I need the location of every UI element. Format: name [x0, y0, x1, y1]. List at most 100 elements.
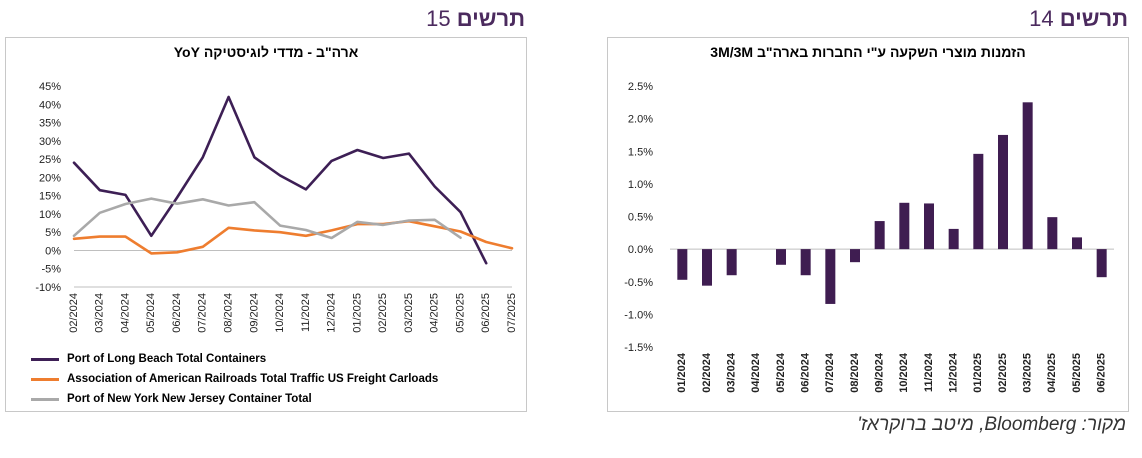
source-note: מקור: Bloomberg, מיטב ברוקראז' — [857, 414, 1126, 435]
y-tick-label: -1.0% — [624, 309, 653, 321]
x-tick-label: 04/2024 — [750, 352, 762, 393]
legend-label-ny-nj: Port of New York New Jersey Container To… — [67, 393, 312, 405]
x-tick-label: 06/2024 — [800, 352, 812, 393]
x-tick-label: 11/2024 — [300, 293, 312, 332]
investment-orders-bar-chart-panel: הזמנות מוצרי השקעה ע"י החברות בארה"ב 3M/… — [607, 37, 1129, 412]
figure-15-label-word: תרשים — [456, 6, 525, 31]
x-tick-label: 07/2025 — [506, 293, 518, 333]
x-tick-label: 11/2024 — [923, 352, 935, 392]
x-tick-label: 01/2025 — [351, 293, 363, 333]
x-tick-label: 09/2024 — [248, 293, 260, 333]
x-tick-label: 06/2025 — [480, 293, 492, 333]
figure-15-header: תרשים 15 — [426, 6, 525, 32]
bar — [825, 249, 836, 304]
legend-label-railroads: Association of American Railroads Total … — [67, 373, 439, 385]
bar — [973, 153, 984, 250]
x-tick-label: 03/2025 — [1022, 353, 1034, 393]
figure-15-label-number: 15 — [426, 6, 451, 31]
y-tick-label: -10% — [35, 282, 61, 294]
y-tick-label: 30% — [39, 136, 61, 148]
bar — [899, 202, 910, 250]
bar-chart-title: הזמנות מוצרי השקעה ע"י החברות בארה"ב 3M/… — [710, 44, 1026, 60]
bar — [998, 134, 1008, 250]
x-tick-label: 09/2024 — [874, 352, 886, 393]
y-tick-label: 40% — [39, 99, 61, 111]
bar-chart-plot: 2.5% 2.0% 1.5% 1.0% 0.5% 0.0% -0.5% -1.0% -1.5% 0… — [624, 81, 1114, 393]
series-line-2 — [72, 197, 462, 240]
x-tick-label: 06/2024 — [171, 293, 183, 333]
y-tick-label: 20% — [39, 172, 61, 184]
x-tick-label: 10/2024 — [274, 293, 286, 333]
y-tick-label: 0.5% — [628, 212, 653, 224]
x-tick-label: 06/2025 — [1096, 353, 1108, 393]
x-tick-label: 10/2024 — [898, 352, 910, 393]
bar — [776, 249, 786, 265]
figure-14-label-number: 14 — [1029, 6, 1054, 31]
logistics-line-chart-panel: ארה"ב - מדדי לוגיסטיקה YoY 45% 40% 35% 30% 2… — [5, 37, 527, 412]
bar — [726, 249, 737, 276]
x-tick-label: 05/2024 — [145, 293, 157, 333]
legend-item-long-beach: Port of Long Beach Total Containers — [31, 349, 438, 369]
x-tick-label: 04/2024 — [119, 293, 131, 333]
y-tick-label: 35% — [39, 118, 61, 130]
bar — [800, 249, 811, 276]
y-tick-label: 1.0% — [628, 179, 653, 191]
y-tick-label: 45% — [39, 81, 61, 93]
x-tick-label: 08/2024 — [849, 352, 861, 393]
x-tick-label: 01/2025 — [972, 353, 984, 393]
x-tick-label: 07/2024 — [197, 293, 209, 333]
figure-14-label-word: תרשים — [1059, 6, 1128, 31]
legend-label-long-beach: Port of Long Beach Total Containers — [67, 353, 267, 365]
x-tick-label: 03/2024 — [726, 352, 738, 393]
legend-item-railroads: Association of American Railroads Total … — [31, 369, 438, 389]
line-chart-legend: Port of Long Beach Total Containers Asso… — [31, 349, 438, 409]
y-tick-label: -1.5% — [624, 342, 653, 354]
y-tick-label: 10% — [39, 209, 61, 221]
x-tick-label: 02/2024 — [68, 293, 80, 333]
y-tick-label: 1.5% — [628, 146, 653, 158]
legend-swatch-ny-nj — [31, 397, 59, 401]
bar — [677, 249, 688, 280]
bar — [1096, 249, 1107, 278]
x-tick-label: 12/2024 — [948, 352, 960, 393]
x-tick-label: 04/2025 — [1046, 353, 1058, 393]
x-tick-label: 12/2024 — [326, 293, 338, 333]
x-tick-label: 05/2024 — [775, 352, 787, 393]
x-tick-label: 02/2025 — [997, 353, 1009, 393]
x-tick-label: 03/2024 — [94, 293, 106, 333]
x-tick-label: 08/2024 — [222, 293, 234, 333]
series-line-0 — [72, 95, 488, 265]
bar — [1072, 237, 1082, 250]
y-tick-label: 0.0% — [628, 244, 653, 256]
bar — [1047, 217, 1058, 250]
line-chart-title: ארה"ב - מדדי לוגיסטיקה YoY — [173, 44, 359, 60]
x-tick-label: 04/2025 — [429, 293, 441, 333]
y-tick-label: -0.5% — [624, 277, 653, 289]
series-line-1 — [72, 219, 514, 255]
x-tick-label: 05/2025 — [454, 293, 466, 333]
bar — [874, 221, 885, 250]
y-tick-label: 5% — [45, 227, 61, 239]
bar — [924, 203, 934, 250]
y-tick-label: 25% — [39, 154, 61, 166]
y-tick-label: -5% — [41, 264, 61, 276]
bar — [948, 228, 959, 250]
x-tick-label: 07/2024 — [824, 352, 836, 393]
x-tick-label: 01/2024 — [676, 352, 688, 393]
line-chart-plot: 45% 40% 35% 30% 25% 20% 15% 10% 5% 0% -5% -10% 02/20… — [35, 81, 518, 333]
figure-14-header: תרשים 14 — [1029, 6, 1128, 32]
y-tick-label: 0% — [45, 245, 61, 257]
legend-item-ny-nj: Port of New York New Jersey Container To… — [31, 389, 438, 409]
x-tick-label: 02/2025 — [377, 293, 389, 333]
x-tick-label: 05/2025 — [1071, 353, 1083, 393]
y-tick-label: 15% — [39, 191, 61, 203]
x-tick-label: 02/2024 — [701, 352, 713, 393]
bar — [1022, 102, 1033, 250]
x-tick-label: 03/2025 — [403, 293, 415, 333]
bar — [702, 249, 712, 286]
bar — [850, 249, 860, 263]
y-tick-label: 2.5% — [628, 81, 653, 93]
legend-swatch-railroads — [31, 377, 59, 381]
y-tick-label: 2.0% — [628, 114, 653, 126]
legend-swatch-long-beach — [31, 357, 59, 361]
